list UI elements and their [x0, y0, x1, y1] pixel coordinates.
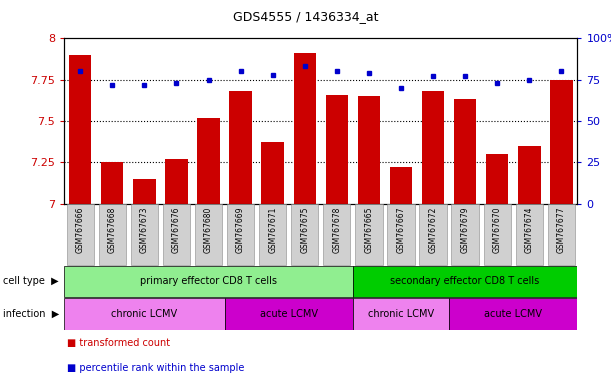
Bar	[262, 142, 284, 204]
FancyBboxPatch shape	[225, 298, 353, 329]
Bar	[326, 94, 348, 204]
Text: cell type  ▶: cell type ▶	[3, 276, 59, 286]
FancyBboxPatch shape	[483, 204, 511, 265]
Text: GSM767680: GSM767680	[204, 207, 213, 253]
Bar	[357, 96, 380, 204]
Bar	[69, 55, 92, 204]
Text: GSM767667: GSM767667	[397, 207, 406, 253]
Text: GDS4555 / 1436334_at: GDS4555 / 1436334_at	[233, 10, 378, 23]
Text: GSM767676: GSM767676	[172, 207, 181, 253]
Bar	[550, 79, 573, 204]
Text: secondary effector CD8 T cells: secondary effector CD8 T cells	[390, 276, 540, 286]
FancyBboxPatch shape	[131, 204, 158, 265]
Text: GSM767677: GSM767677	[557, 207, 566, 253]
FancyBboxPatch shape	[516, 204, 543, 265]
FancyBboxPatch shape	[323, 204, 351, 265]
FancyBboxPatch shape	[195, 204, 222, 265]
FancyBboxPatch shape	[387, 204, 415, 265]
FancyBboxPatch shape	[452, 204, 479, 265]
FancyBboxPatch shape	[64, 266, 353, 297]
Text: GSM767666: GSM767666	[76, 207, 85, 253]
FancyBboxPatch shape	[67, 204, 94, 265]
Bar	[133, 179, 156, 204]
FancyBboxPatch shape	[227, 204, 254, 265]
Text: GSM767679: GSM767679	[461, 207, 470, 253]
Text: GSM767669: GSM767669	[236, 207, 245, 253]
Text: ■ percentile rank within the sample: ■ percentile rank within the sample	[67, 362, 244, 373]
Bar	[454, 99, 477, 204]
Text: ■ transformed count: ■ transformed count	[67, 338, 170, 348]
Bar	[390, 167, 412, 204]
Bar	[165, 159, 188, 204]
FancyBboxPatch shape	[98, 204, 126, 265]
Bar	[422, 91, 444, 204]
FancyBboxPatch shape	[449, 298, 577, 329]
Bar	[293, 53, 316, 204]
Text: infection  ▶: infection ▶	[3, 309, 59, 319]
Text: GSM767674: GSM767674	[525, 207, 534, 253]
Text: GSM767668: GSM767668	[108, 207, 117, 253]
Text: GSM767678: GSM767678	[332, 207, 342, 253]
FancyBboxPatch shape	[419, 204, 447, 265]
Text: GSM767671: GSM767671	[268, 207, 277, 253]
FancyBboxPatch shape	[547, 204, 575, 265]
Bar	[197, 118, 220, 204]
Text: GSM767673: GSM767673	[140, 207, 149, 253]
Text: acute LCMV: acute LCMV	[485, 309, 542, 319]
Text: GSM767672: GSM767672	[428, 207, 437, 253]
Bar	[229, 91, 252, 204]
FancyBboxPatch shape	[355, 204, 382, 265]
Text: primary effector CD8 T cells: primary effector CD8 T cells	[140, 276, 277, 286]
Bar	[518, 146, 541, 204]
Bar	[486, 154, 508, 204]
Text: GSM767675: GSM767675	[300, 207, 309, 253]
FancyBboxPatch shape	[353, 298, 449, 329]
FancyBboxPatch shape	[64, 298, 225, 329]
Text: chronic LCMV: chronic LCMV	[368, 309, 434, 319]
FancyBboxPatch shape	[259, 204, 287, 265]
FancyBboxPatch shape	[163, 204, 190, 265]
Text: acute LCMV: acute LCMV	[260, 309, 318, 319]
Text: GSM767665: GSM767665	[364, 207, 373, 253]
FancyBboxPatch shape	[353, 266, 577, 297]
Bar	[101, 162, 123, 204]
FancyBboxPatch shape	[291, 204, 318, 265]
Text: GSM767670: GSM767670	[492, 207, 502, 253]
Text: chronic LCMV: chronic LCMV	[111, 309, 177, 319]
